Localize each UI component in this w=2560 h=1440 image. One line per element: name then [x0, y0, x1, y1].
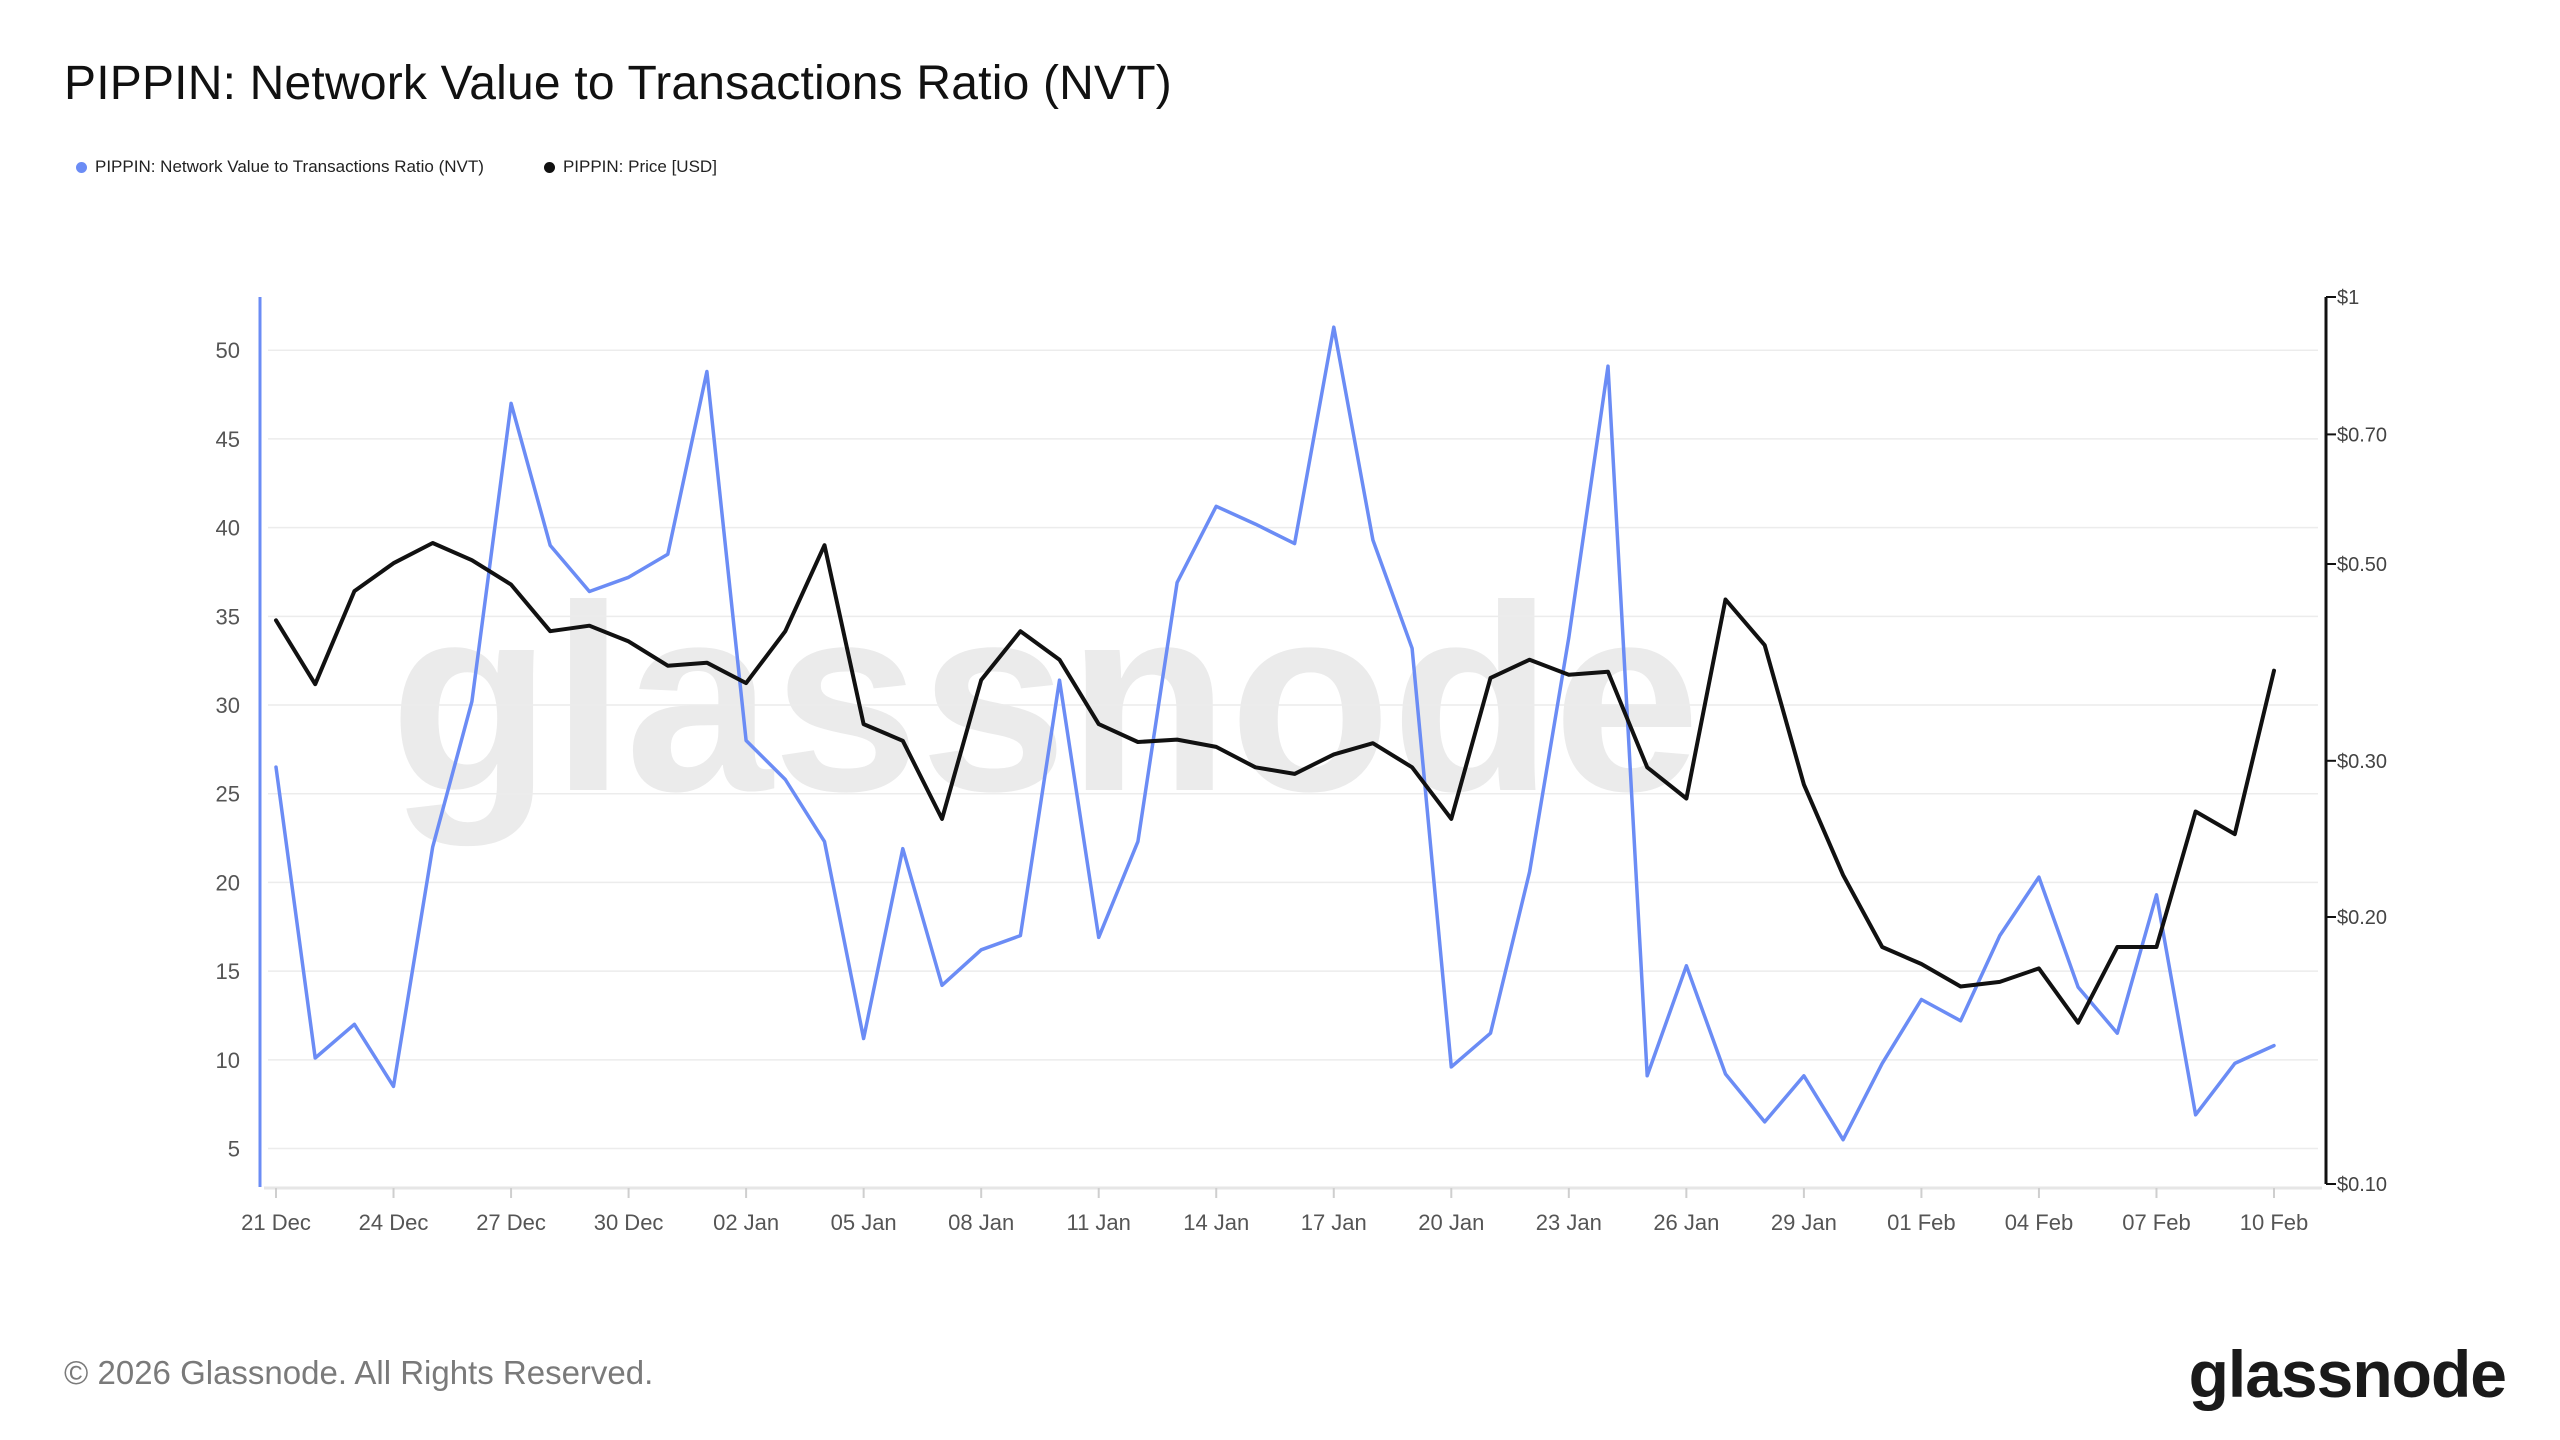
x-tick-label: 01 Feb [1887, 1210, 1956, 1235]
x-tick-label: 20 Jan [1418, 1210, 1484, 1235]
x-tick-label: 26 Jan [1653, 1210, 1719, 1235]
legend-item-nvt[interactable]: PIPPIN: Network Value to Transactions Ra… [76, 157, 484, 177]
watermark-text: glassnode [390, 551, 1701, 848]
y-tick-label: 30 [216, 693, 240, 718]
x-tick-label: 02 Jan [713, 1210, 779, 1235]
y-tick-label: 15 [216, 959, 240, 984]
legend-nvt-label: PIPPIN: Network Value to Transactions Ra… [95, 157, 484, 176]
y-tick-label: 25 [216, 782, 240, 807]
y-tick-label: 10 [216, 1048, 240, 1073]
y-tick-label: 50 [216, 338, 240, 363]
y-tick-label: 40 [216, 516, 240, 541]
gridlines [268, 349, 2318, 1150]
y-tick-label: 45 [216, 427, 240, 452]
legend-item-price[interactable]: PIPPIN: Price [USD] [543, 157, 717, 177]
x-tick-label: 11 Jan [1066, 1210, 1130, 1235]
legend-price-dot [543, 161, 555, 173]
x-tick-label: 07 Feb [2122, 1210, 2191, 1235]
y-tick-label: 5 [228, 1137, 240, 1162]
x-tick-label: 17 Jan [1301, 1210, 1367, 1235]
y-tick-label: 35 [216, 604, 240, 629]
x-tick-label: 27 Dec [476, 1210, 546, 1235]
x-tick-label: 05 Jan [831, 1210, 897, 1235]
price-series-line [274, 541, 2276, 1025]
y2-tick-label: $1 [2337, 287, 2359, 309]
legend: PIPPIN: Network Value to Transactions Ra… [76, 157, 717, 177]
axes: 5 10 15 20 25 30 35 40 45 50 $0.10 $0.20 $0.30 $0.50 $… [216, 287, 2388, 1235]
legend-price-label: PIPPIN: Price [USD] [562, 157, 717, 176]
x-tick-label: 14 Jan [1183, 1210, 1249, 1235]
x-tick-label: 08 Jan [948, 1210, 1014, 1235]
legend-nvt-dot [76, 161, 87, 173]
y2-tick-label: $0.10 [2337, 1174, 2387, 1196]
x-tick-label: 21 Dec [241, 1210, 311, 1235]
x-tick-label: 30 Dec [594, 1210, 664, 1235]
y2-tick-label: $0.50 [2337, 554, 2387, 576]
y2-tick-label: $0.70 [2337, 424, 2387, 446]
y-tick-label: 20 [216, 870, 240, 895]
footer-copyright: © 2026 Glassnode. All Rights Reserved. [64, 1354, 654, 1391]
nvt-series-line [274, 325, 2276, 1142]
series-lines [274, 325, 2276, 1142]
x-tick-label: 04 Feb [2005, 1210, 2074, 1235]
x-tick-label: 24 Dec [359, 1210, 429, 1235]
glassnode-logo[interactable]: glassnode [2188, 1337, 2507, 1411]
x-tick-label: 10 Feb [2240, 1210, 2309, 1235]
x-tick-label: 29 Jan [1771, 1210, 1837, 1235]
y2-tick-label: $0.20 [2337, 907, 2387, 929]
x-tick-label: 23 Jan [1536, 1210, 1602, 1235]
chart-title: PIPPIN: Network Value to Transactions Ra… [64, 57, 1172, 110]
y2-tick-label: $0.30 [2337, 751, 2387, 773]
